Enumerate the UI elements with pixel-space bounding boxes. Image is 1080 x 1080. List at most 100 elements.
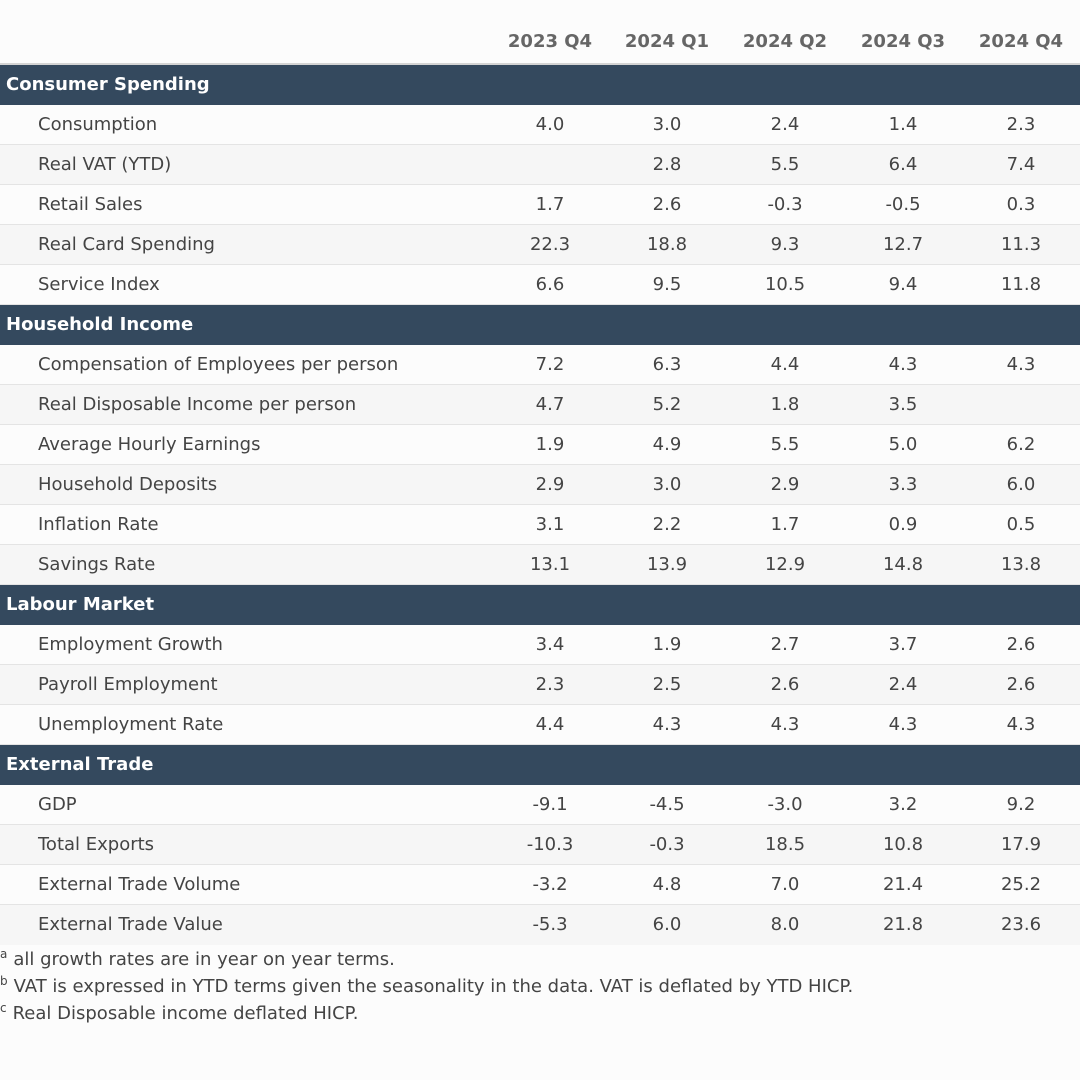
table-row: External Trade Volume -3.2 4.8 7.0 21.4 25.2 <box>0 865 1080 905</box>
table-cell: 7.4 <box>1006 154 1036 175</box>
table-cell: 18.8 <box>646 234 688 255</box>
table-cell: 4.4 <box>770 354 800 375</box>
column-header: 2023 Q4 <box>507 31 593 52</box>
table-cell: 3.7 <box>888 634 918 655</box>
table-row: Total Exports -10.3 -0.3 18.5 10.8 17.9 <box>0 825 1080 865</box>
footnote: c Real Disposable income deflated HICP. <box>0 1000 1080 1027</box>
table-row: Service Index 6.6 9.5 10.5 9.4 11.8 <box>0 265 1080 305</box>
table-cell: 2.7 <box>770 634 800 655</box>
table-header-row: 2023 Q4 2024 Q1 2024 Q2 2024 Q3 2024 Q4 <box>0 0 1080 65</box>
column-header: 2024 Q1 <box>624 31 710 52</box>
table-cell: 11.8 <box>1000 274 1042 295</box>
table-cell: 3.4 <box>535 634 565 655</box>
table-cell: 4.3 <box>652 714 682 735</box>
data-table: 2023 Q4 2024 Q1 2024 Q2 2024 Q3 2024 Q4 Cons… <box>0 0 1080 945</box>
row-label: GDP <box>38 794 77 815</box>
table-cell: -0.5 <box>885 194 921 215</box>
table-cell: 25.2 <box>1000 874 1042 895</box>
table-row: Retail Sales 1.7 2.6 -0.3 -0.5 0.3 <box>0 185 1080 225</box>
table-cell: 2.9 <box>770 474 800 495</box>
table-row: Real VAT (YTD) 2.8 5.5 6.4 7.4 <box>0 145 1080 185</box>
row-label: Retail Sales <box>38 194 143 215</box>
footnote-mark: c <box>0 1001 7 1015</box>
row-label: External Trade Value <box>38 914 223 935</box>
table-cell: 2.6 <box>1006 634 1036 655</box>
table-cell: 6.2 <box>1006 434 1036 455</box>
table-cell: 2.4 <box>770 114 800 135</box>
table-cell: 11.3 <box>1000 234 1042 255</box>
column-header: 2024 Q4 <box>978 31 1064 52</box>
table-cell: 3.1 <box>535 514 565 535</box>
table-row: Household Deposits 2.9 3.0 2.9 3.3 6.0 <box>0 465 1080 505</box>
footnote-mark: b <box>0 974 8 988</box>
row-label: Employment Growth <box>38 634 223 655</box>
table-cell: 2.6 <box>770 674 800 695</box>
table-cell: 7.2 <box>535 354 565 375</box>
table-cell: 2.2 <box>652 514 682 535</box>
table-cell: -3.2 <box>532 874 568 895</box>
table-row: Real Disposable Income per person 4.7 5.2 1… <box>0 385 1080 425</box>
row-label: Average Hourly Earnings <box>38 434 261 455</box>
table-cell: 3.5 <box>888 394 918 415</box>
table-cell: 13.9 <box>646 554 688 575</box>
table-cell: 12.7 <box>882 234 924 255</box>
table-cell: 5.5 <box>770 434 800 455</box>
table-row: Unemployment Rate 4.4 4.3 4.3 4.3 4.3 <box>0 705 1080 745</box>
footnote: a all growth rates are in year on year te… <box>0 946 1080 973</box>
row-label: Total Exports <box>38 834 155 855</box>
table-cell: 4.3 <box>770 714 800 735</box>
table-cell: 1.4 <box>888 114 918 135</box>
table-row: Savings Rate 13.1 13.9 12.9 14.8 13.8 <box>0 545 1080 585</box>
section-header-row: Labour Market <box>0 585 1080 625</box>
table-cell: 2.3 <box>1006 114 1036 135</box>
section-header-row: External Trade <box>0 745 1080 785</box>
footnote-text: Real Disposable income deflated HICP. <box>12 1003 359 1024</box>
footnote-text: VAT is expressed in YTD terms given the … <box>13 976 854 997</box>
row-label: Savings Rate <box>38 554 156 575</box>
table-cell: 2.3 <box>535 674 565 695</box>
row-label: Payroll Employment <box>38 674 218 695</box>
table-cell: 10.5 <box>764 274 806 295</box>
table-cell: -9.1 <box>532 794 568 815</box>
table-cell: -0.3 <box>767 194 803 215</box>
section-label: Labour Market <box>6 594 155 615</box>
table-row: Average Hourly Earnings 1.9 4.9 5.5 5.0 6.2 <box>0 425 1080 465</box>
table-cell: 21.8 <box>882 914 924 935</box>
row-label: Unemployment Rate <box>38 714 224 735</box>
table-cell: 13.1 <box>529 554 571 575</box>
table-cell: 1.9 <box>535 434 565 455</box>
table-row: Consumption 4.0 3.0 2.4 1.4 2.3 <box>0 105 1080 145</box>
table-cell: 18.5 <box>764 834 806 855</box>
table-cell: 0.3 <box>1006 194 1036 215</box>
section-header-row: Consumer Spending <box>0 65 1080 105</box>
table-cell: -3.0 <box>767 794 803 815</box>
table-cell: 2.5 <box>652 674 682 695</box>
table-row: Inflation Rate 3.1 2.2 1.7 0.9 0.5 <box>0 505 1080 545</box>
table-cell: 13.8 <box>1000 554 1042 575</box>
table-cell: 0.9 <box>888 514 918 535</box>
table-cell: 1.7 <box>770 514 800 535</box>
table-body: Consumer Spending Consumption 4.0 3.0 2.4 1.4… <box>0 65 1080 945</box>
table-cell: 10.8 <box>882 834 924 855</box>
table-cell: 23.6 <box>1000 914 1042 935</box>
table-cell: 2.8 <box>652 154 682 175</box>
table-cell: 2.6 <box>1006 674 1036 695</box>
row-label: Consumption <box>38 114 158 135</box>
table-cell: -0.3 <box>649 834 685 855</box>
section-label: External Trade <box>6 754 154 775</box>
table-cell: 6.6 <box>535 274 565 295</box>
table-cell: 5.0 <box>888 434 918 455</box>
row-label: Real Card Spending <box>38 234 215 255</box>
table-cell: 4.3 <box>1006 354 1036 375</box>
section-header-row: Household Income <box>0 305 1080 345</box>
table-cell: 6.0 <box>1006 474 1036 495</box>
table-cell: 4.8 <box>652 874 682 895</box>
table-cell: -4.5 <box>649 794 685 815</box>
table-row: Real Card Spending 22.3 18.8 9.3 12.7 11.3 <box>0 225 1080 265</box>
table-cell: 21.4 <box>882 874 924 895</box>
section-label: Consumer Spending <box>6 74 210 95</box>
table-cell: 4.7 <box>535 394 565 415</box>
table-cell: 6.0 <box>652 914 682 935</box>
table-cell: 7.0 <box>770 874 800 895</box>
row-label: Real Disposable Income per person <box>38 394 357 415</box>
